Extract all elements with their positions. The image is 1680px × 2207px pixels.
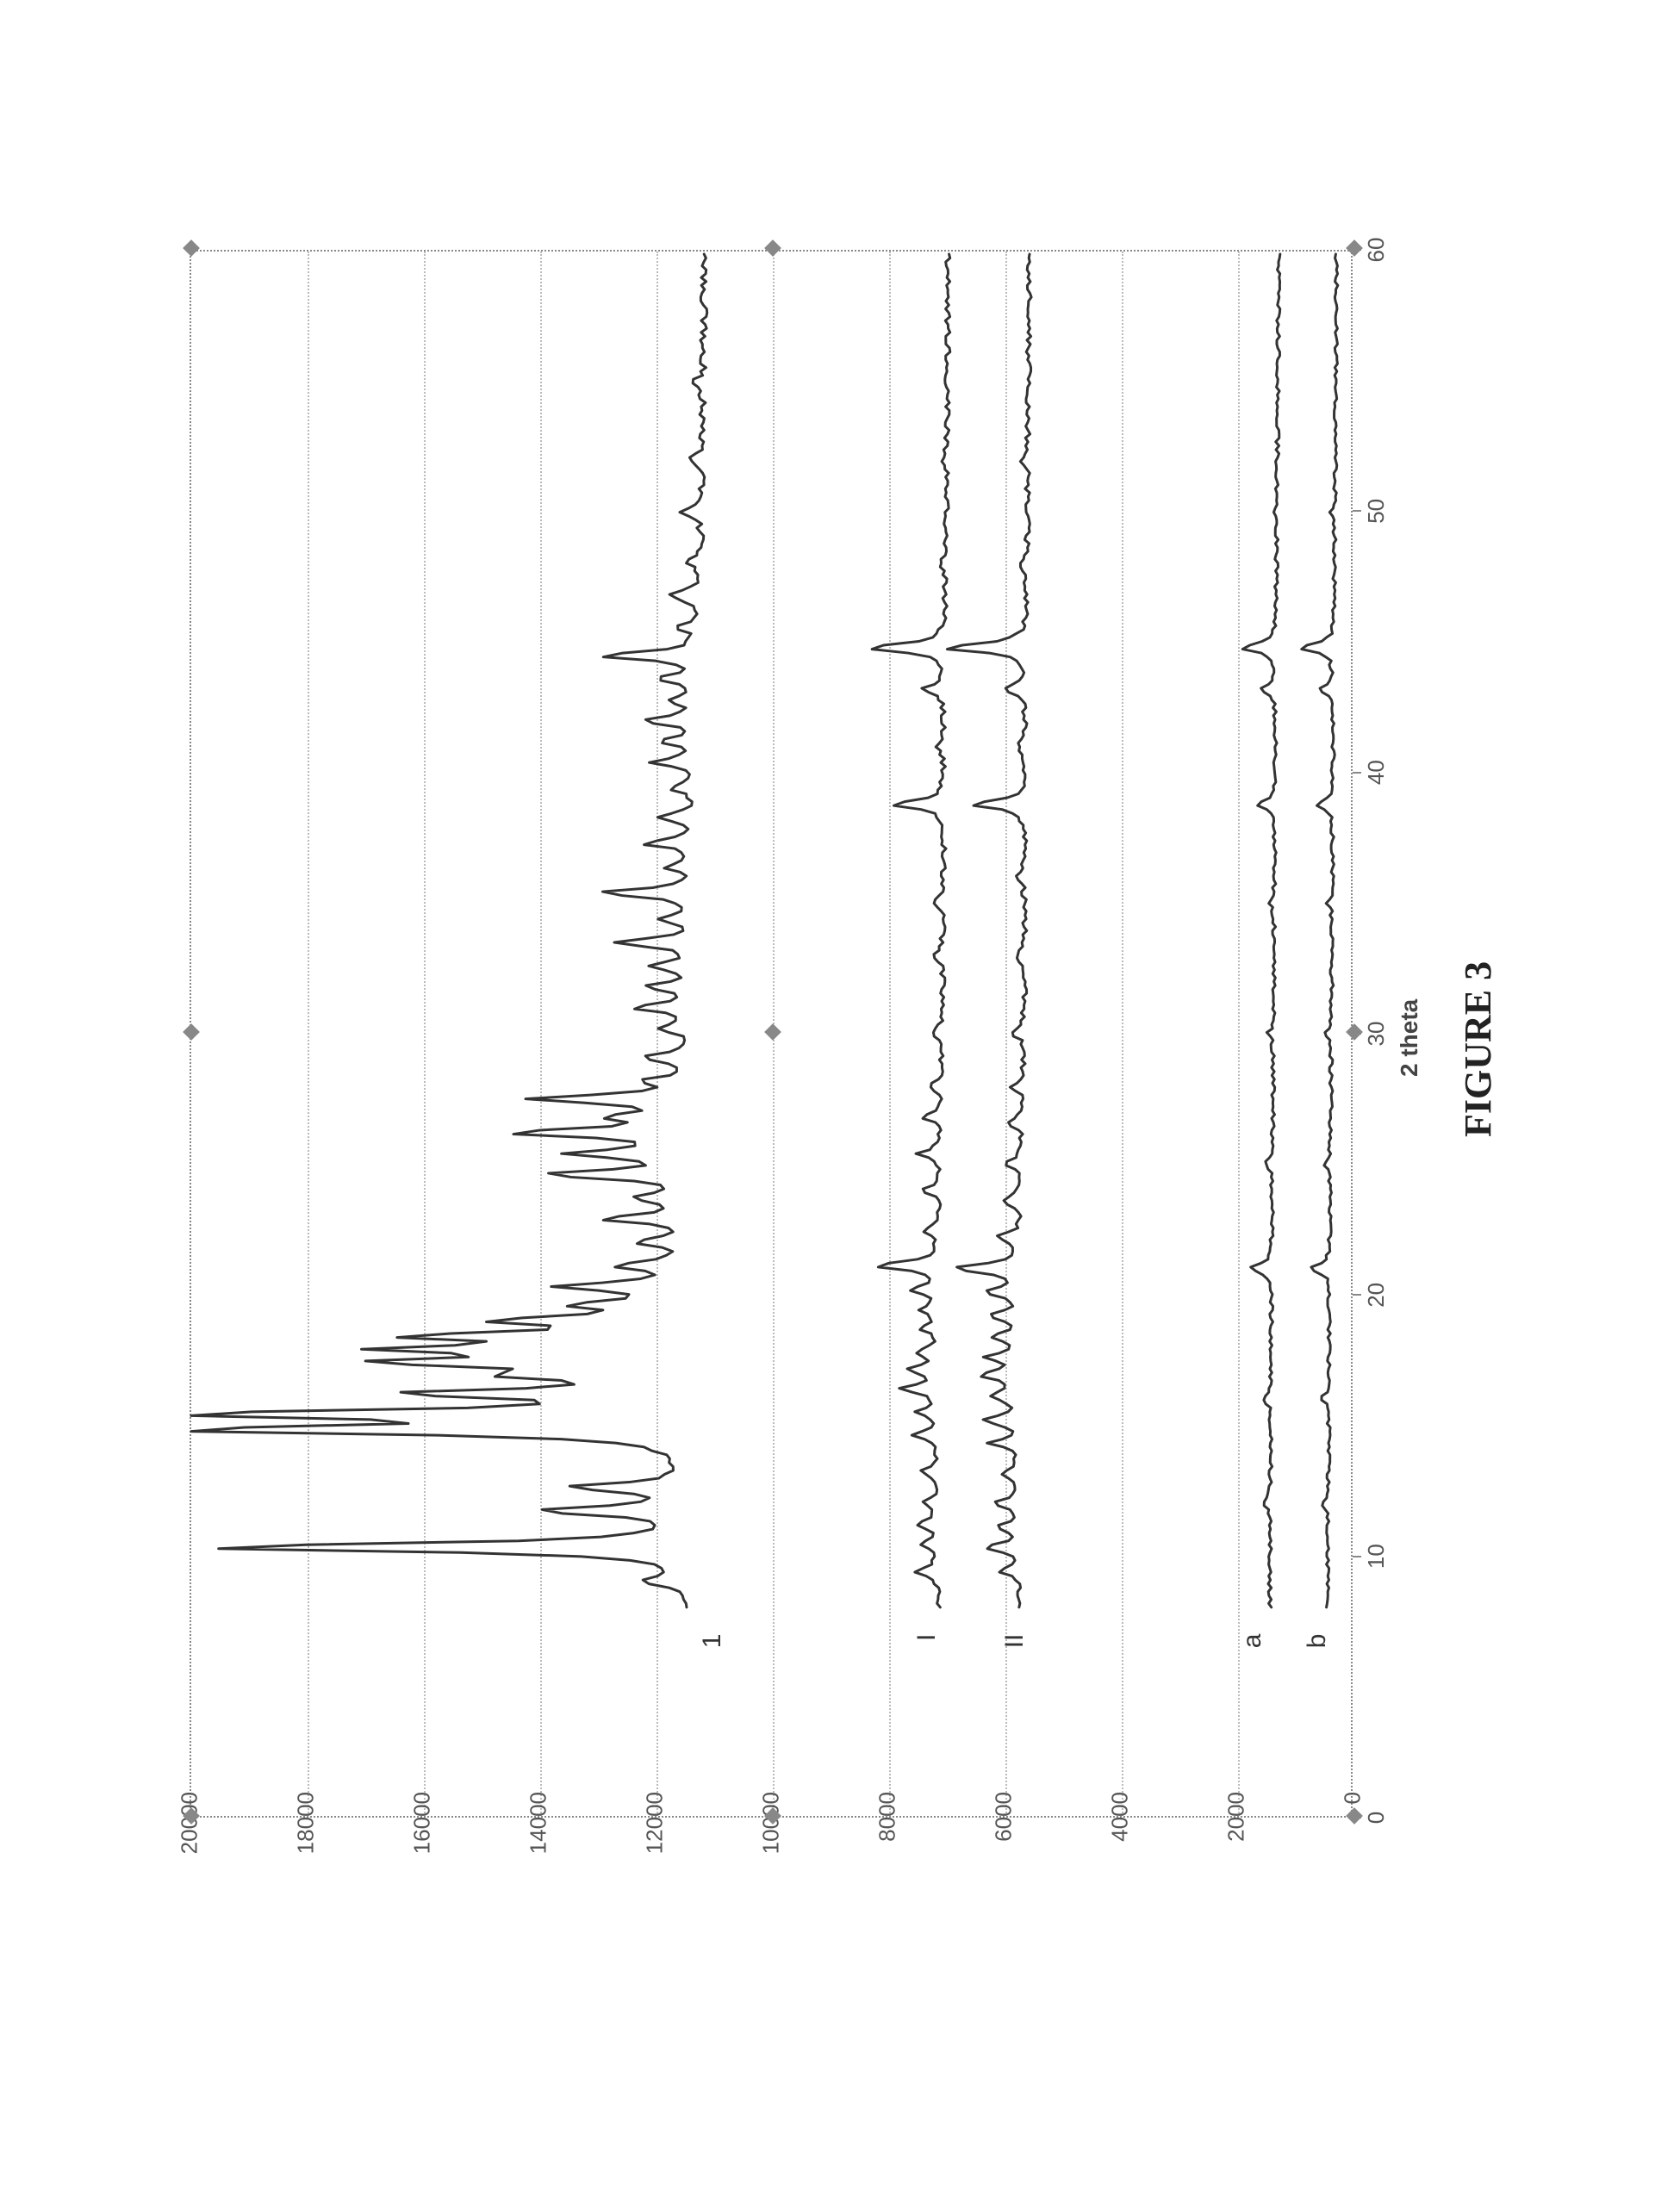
- xrd-plot-area: [190, 250, 1353, 1818]
- y-tick-label: 2000: [1223, 1792, 1250, 1904]
- x-tick-label: 30: [1363, 1022, 1390, 1047]
- x-axis-title: 2 theta: [1396, 999, 1423, 1077]
- x-tick-label: 0: [1363, 1812, 1390, 1824]
- y-tick-label: 6000: [991, 1792, 1017, 1904]
- figure-rotated-container: 0200040006000800010000120001400016000180…: [138, 172, 1542, 1947]
- xrd-trace-I: [872, 254, 950, 1607]
- x-tick-mark: [1353, 510, 1361, 512]
- x-tick-label: 60: [1363, 238, 1390, 263]
- y-tick-label: 4000: [1107, 1792, 1134, 1904]
- y-tick-label: 14000: [526, 1792, 552, 1904]
- x-tick-label: 20: [1363, 1283, 1390, 1308]
- figure-caption: FIGURE 3: [1456, 961, 1500, 1137]
- series-label-II: II: [1000, 1634, 1030, 1673]
- page: 0200040006000800010000120001400016000180…: [0, 0, 1680, 2207]
- x-tick-label: 50: [1363, 499, 1390, 524]
- series-label-b: b: [1303, 1634, 1332, 1673]
- y-tick-label: 12000: [642, 1792, 669, 1904]
- xrd-trace-II: [947, 254, 1031, 1607]
- y-tick-label: 18000: [293, 1792, 320, 1904]
- series-label-a: a: [1238, 1634, 1267, 1673]
- x-tick-mark: [1353, 772, 1361, 774]
- y-tick-label: 16000: [409, 1792, 436, 1904]
- xrd-trace-a: [1242, 254, 1280, 1607]
- series-label-1: 1: [698, 1634, 727, 1673]
- y-tick-label: 8000: [874, 1792, 901, 1904]
- xrd-trace-1: [191, 254, 707, 1607]
- series-label-I: I: [912, 1634, 942, 1673]
- figure-canvas: 0200040006000800010000120001400016000180…: [138, 172, 1542, 1947]
- x-tick-label: 10: [1363, 1544, 1390, 1569]
- xrd-trace-b: [1302, 254, 1338, 1607]
- x-tick-label: 40: [1363, 760, 1390, 785]
- x-tick-mark: [1353, 1294, 1361, 1296]
- x-tick-mark: [1353, 1556, 1361, 1557]
